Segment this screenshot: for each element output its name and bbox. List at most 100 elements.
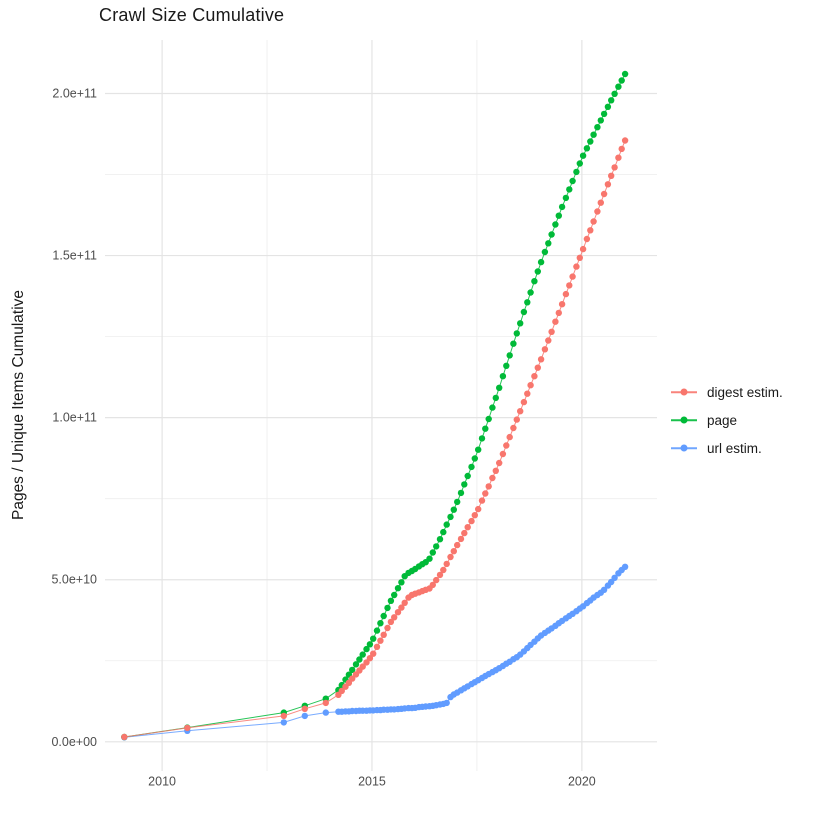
- data-point-digest-estim: [548, 328, 555, 335]
- data-point-digest-estim: [520, 398, 528, 406]
- x-tick-label: 2020: [568, 774, 596, 788]
- data-point-page: [562, 194, 570, 202]
- data-point-page: [534, 268, 541, 275]
- data-point-digest-estim: [527, 382, 534, 389]
- axis-labels: 2010 2015 2020 0.0e+00 5.0e+10 1.0e+11 1.5e+11…: [51, 86, 595, 788]
- data-point-digest-estim: [510, 424, 517, 432]
- data-point-page: [524, 299, 531, 306]
- data-point-url-estim: [301, 712, 308, 720]
- data-point-digest-estim: [387, 618, 395, 626]
- data-point-digest-estim: [604, 181, 612, 188]
- data-point-page: [447, 513, 454, 521]
- data-point-digest-estim: [541, 346, 549, 353]
- data-point-digest-estim: [621, 137, 629, 144]
- data-point-digest-estim: [380, 631, 387, 638]
- data-point-page: [485, 415, 492, 423]
- chart-title: Crawl Size Cumulative: [99, 5, 285, 25]
- data-point-page: [558, 203, 566, 211]
- data-point-page: [517, 320, 524, 327]
- data-point-page: [573, 168, 580, 176]
- data-point-page: [621, 70, 629, 78]
- data-point-page: [478, 435, 486, 442]
- data-point-page: [461, 481, 468, 488]
- data-point-page: [366, 641, 374, 648]
- data-point-digest-estim: [447, 553, 454, 561]
- data-point-digest-estim: [398, 604, 405, 611]
- data-point-page: [590, 131, 597, 138]
- legend-label: digest estim.: [707, 384, 783, 400]
- data-point-page: [541, 248, 549, 256]
- series-url-estim: [121, 563, 629, 741]
- data-point-page: [576, 160, 583, 167]
- data-point-page: [503, 362, 510, 369]
- data-point-digest-estim: [436, 571, 444, 579]
- data-point-digest-estim: [573, 263, 580, 270]
- data-point-page: [443, 521, 450, 528]
- data-point-digest-estim: [394, 609, 402, 616]
- data-point-page: [426, 555, 433, 562]
- data-point-digest-estim: [590, 218, 597, 225]
- data-point-digest-estim: [377, 637, 384, 644]
- data-point-page: [583, 145, 591, 152]
- data-point-page: [604, 103, 612, 111]
- data-point-url-estim: [600, 586, 608, 593]
- data-point-digest-estim: [322, 699, 329, 707]
- legend-item-page: page: [671, 406, 783, 434]
- data-point-page: [600, 110, 608, 118]
- series-line-page: [124, 73, 626, 738]
- data-point-digest-estim: [496, 459, 503, 467]
- data-point-digest-estim: [429, 581, 436, 589]
- data-point-page: [352, 661, 360, 668]
- legend-item-digest-estim: digest estim.: [671, 378, 783, 406]
- series-digest-estim: [121, 137, 629, 741]
- data-point-digest-estim: [349, 675, 356, 682]
- data-point-digest-estim: [464, 524, 471, 531]
- data-point-page: [611, 90, 618, 98]
- data-point-page: [510, 340, 517, 347]
- data-point-digest-estim: [391, 614, 398, 621]
- data-point-page: [440, 528, 447, 536]
- data-point-digest-estim: [569, 273, 576, 280]
- data-point-digest-estim: [517, 408, 524, 415]
- grid-minor: [105, 40, 657, 771]
- data-point-digest-estim: [594, 208, 601, 215]
- grid-major: [105, 40, 657, 771]
- data-point-digest-estim: [443, 560, 450, 568]
- data-point-digest-estim: [121, 733, 128, 741]
- data-point-page: [506, 352, 513, 359]
- data-point-page: [450, 506, 457, 513]
- data-point-digest-estim: [503, 442, 510, 449]
- y-tick-label: 2.0e+11: [52, 86, 97, 100]
- data-point-digest-estim: [401, 599, 408, 606]
- data-point-digest-estim: [531, 373, 538, 380]
- data-point-page: [597, 117, 604, 124]
- series-page: [121, 70, 629, 741]
- data-point-page: [499, 373, 507, 380]
- data-point-page: [482, 425, 489, 432]
- data-point-digest-estim: [461, 529, 468, 537]
- data-point-digest-estim: [615, 154, 622, 161]
- data-point-digest-estim: [454, 541, 461, 549]
- legend-label: url estim.: [707, 440, 762, 456]
- data-point-digest-estim: [579, 245, 587, 253]
- data-point-digest-estim: [506, 433, 513, 441]
- data-point-digest-estim: [545, 337, 552, 344]
- data-point-digest-estim: [608, 172, 615, 179]
- data-point-digest-estim: [433, 576, 440, 584]
- data-point-page: [436, 536, 444, 543]
- data-point-url-estim: [611, 574, 618, 581]
- data-point-digest-estim: [366, 655, 374, 662]
- data-point-url-estim: [443, 699, 450, 707]
- x-tick-label: 2015: [358, 774, 386, 788]
- legend-label: page: [707, 412, 738, 428]
- data-point-digest-estim: [457, 535, 465, 543]
- legend: digest estim. page url estim.: [671, 378, 783, 462]
- data-point-digest-estim: [583, 235, 591, 243]
- y-tick-label: 5.0e+10: [51, 573, 97, 587]
- data-point-digest-estim: [440, 566, 447, 574]
- data-point-page: [457, 489, 465, 497]
- data-point-digest-estim: [566, 282, 573, 289]
- data-point-page: [398, 579, 405, 586]
